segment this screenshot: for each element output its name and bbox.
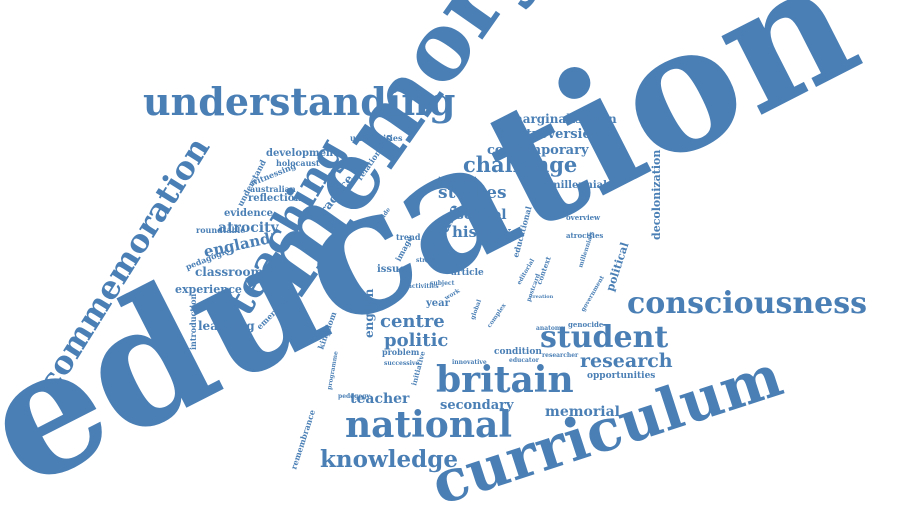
word-evidence: evidence xyxy=(224,208,273,219)
word-classroom: classroom xyxy=(195,265,263,279)
word-roundtable: roundtable xyxy=(196,225,245,235)
word-landmark: landmark xyxy=(478,238,511,245)
word-australian: australian xyxy=(250,184,296,194)
word-millennial: millennial xyxy=(550,180,607,191)
word-teacher: teacher xyxy=(350,391,410,407)
word-anatomy: anatomy xyxy=(536,325,565,332)
word-research: research xyxy=(580,350,673,372)
word-memorial: memorial xyxy=(545,404,620,420)
word-innovative: innovative xyxy=(452,359,487,366)
word-complex: complex xyxy=(486,302,508,329)
word-successive: successive xyxy=(384,360,419,367)
word-reflection: reflection xyxy=(248,193,302,204)
word-subject: subject xyxy=(430,280,455,287)
word-year: year xyxy=(425,298,451,309)
word-overview: overview xyxy=(566,213,601,222)
word-pedagogy: pedagogy xyxy=(338,393,370,400)
word-development: development xyxy=(266,148,338,159)
word-researcher: researcher xyxy=(542,352,579,359)
word-knowledge: knowledge xyxy=(320,446,458,473)
word-marginalisation: marginalisation xyxy=(510,112,617,126)
word-article: article xyxy=(451,268,484,278)
word-britain: britain xyxy=(436,359,574,401)
word-educator: educator xyxy=(509,357,540,364)
word-national: national xyxy=(345,404,512,446)
word-strata: strata xyxy=(416,257,436,264)
word-issue: issue xyxy=(377,264,406,275)
word-understanding: understanding xyxy=(143,79,455,124)
word-consciousness: consciousness xyxy=(627,286,867,321)
word-decolonization: decolonization xyxy=(650,150,663,240)
word-contemporary: contemporary xyxy=(487,143,589,158)
word-opportunities: opportunities xyxy=(587,371,655,381)
word-important: important xyxy=(438,175,478,184)
word-student: student xyxy=(540,320,668,355)
word-creation: creation xyxy=(530,294,554,300)
word-challenge: challenge xyxy=(463,152,577,177)
word-secondary: secondary xyxy=(440,398,514,413)
word-holocaust: holocaust xyxy=(276,158,320,168)
word-controversies: controversies xyxy=(500,127,598,142)
word-english: english xyxy=(362,288,376,338)
word-universities: universities xyxy=(350,133,403,143)
word-studies: studies xyxy=(438,183,507,203)
word-politic: politic xyxy=(384,330,448,351)
word-trend: trend xyxy=(396,232,421,242)
word-remembrance: remembrance xyxy=(288,408,317,470)
word-introduction: introduction xyxy=(188,294,198,350)
word-government: government xyxy=(580,274,606,313)
word-atrocity: atrocity xyxy=(218,220,280,236)
word-experience: experience xyxy=(175,283,242,296)
word-activities: activities xyxy=(408,283,439,290)
word-genocide: genocide xyxy=(568,320,604,329)
word-problem: problem xyxy=(382,347,420,357)
word-learning: learning xyxy=(198,319,255,333)
word-centre: centre xyxy=(380,311,445,332)
word-condition: condition xyxy=(494,347,542,357)
word-atrocities: atrocities xyxy=(566,231,603,240)
word-school: school xyxy=(456,207,507,223)
word-history: history xyxy=(452,223,512,241)
